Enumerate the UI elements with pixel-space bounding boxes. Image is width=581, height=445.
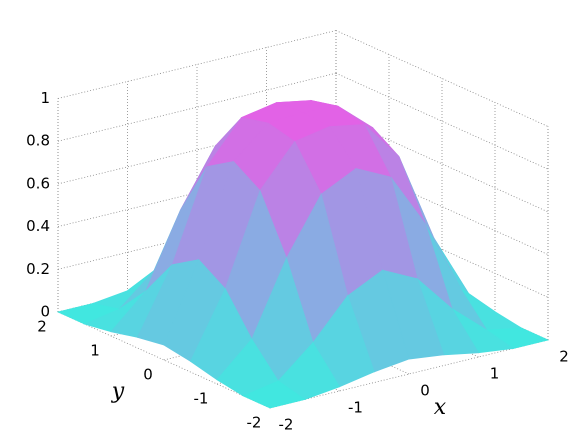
z-tick-label: 1 — [40, 89, 50, 107]
x-axis-label: x — [434, 395, 447, 420]
y-tick-label: -2 — [247, 414, 262, 432]
x-tick-label: -1 — [348, 399, 363, 417]
axes-box — [57, 30, 549, 409]
y-tick-label: 1 — [90, 342, 100, 360]
x-tick-label: 0 — [420, 382, 430, 400]
y-axis-label: y — [111, 379, 125, 404]
surface — [56, 99, 550, 409]
y-tick-label: -1 — [194, 390, 209, 408]
x-tick-label: 1 — [490, 365, 500, 383]
z-tick-label: 0.4 — [26, 217, 50, 235]
z-tick-label: 0.8 — [26, 132, 50, 150]
z-tick-label: 0.6 — [26, 174, 50, 192]
z-tick-label: 0.2 — [26, 260, 50, 278]
x-tick-label: 2 — [559, 348, 569, 366]
z-grid-line — [335, 30, 549, 127]
y-tick-label: 0 — [143, 366, 153, 384]
z-tick-label: 0 — [40, 303, 50, 321]
y-tick-label: 2 — [37, 318, 47, 336]
surface-patch — [242, 380, 306, 409]
x-tick-label: -2 — [279, 416, 294, 434]
